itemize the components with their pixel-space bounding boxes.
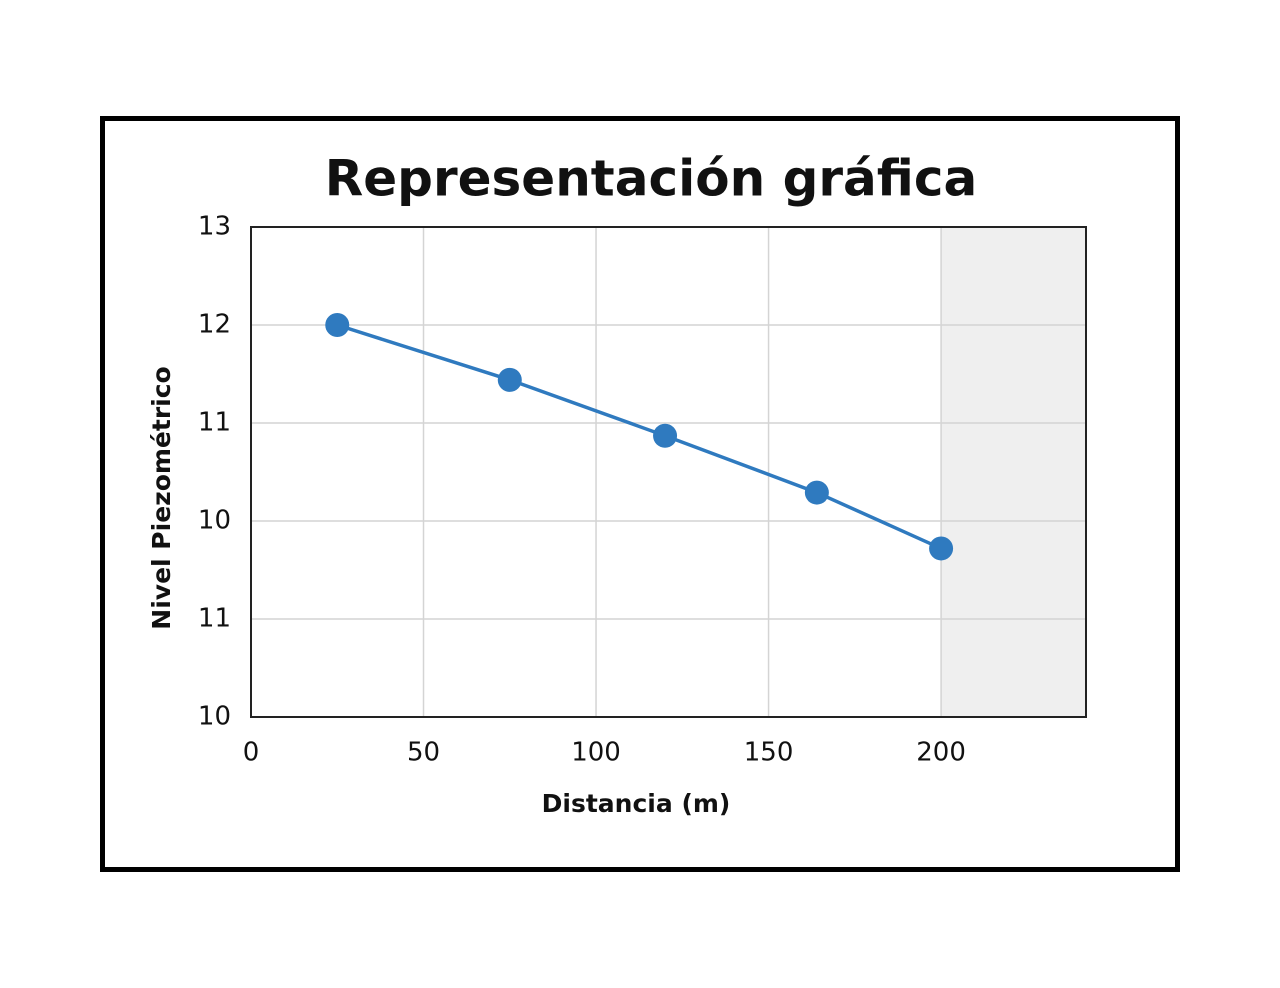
x-tick-label: 50 xyxy=(407,738,440,768)
x-tick-label: 0 xyxy=(243,738,260,768)
chart-title: Representación gráfica xyxy=(325,150,977,208)
y-tick-label: 11 xyxy=(198,408,231,438)
x-tick-label: 200 xyxy=(916,738,966,768)
data-point xyxy=(325,313,350,337)
y-tick-label: 10 xyxy=(198,702,231,732)
y-tick-label: 13 xyxy=(198,212,231,242)
plot-border xyxy=(250,226,1087,718)
x-axis-label: Distancia (m) xyxy=(542,789,731,818)
shaded-region xyxy=(941,227,1086,717)
data-point xyxy=(653,423,678,448)
y-axis-label: Nivel Piezométrico xyxy=(147,366,176,629)
y-tick-label: 12 xyxy=(198,310,231,340)
x-tick-label: 150 xyxy=(744,738,794,768)
x-tick-label: 100 xyxy=(571,738,621,768)
data-point xyxy=(804,480,829,505)
data-point xyxy=(497,367,522,392)
y-tick-label: 11 xyxy=(198,604,231,634)
data-point xyxy=(929,536,954,561)
y-tick-label: 10 xyxy=(198,506,231,536)
